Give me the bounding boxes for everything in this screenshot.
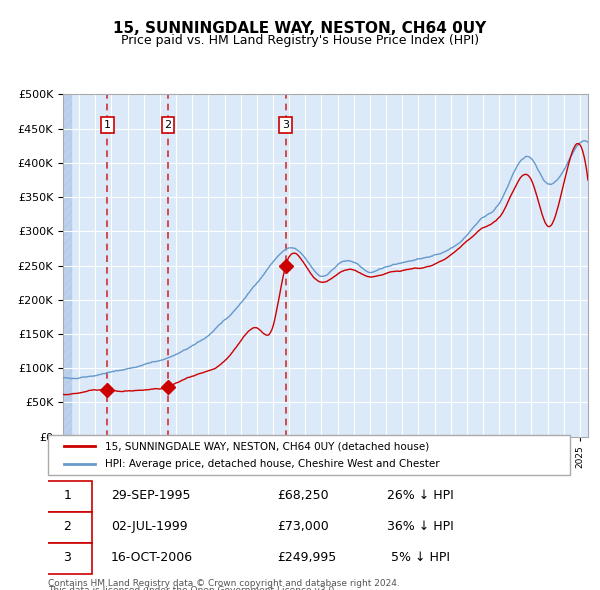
Text: 3: 3 bbox=[282, 120, 289, 130]
FancyBboxPatch shape bbox=[48, 435, 570, 475]
Text: £249,995: £249,995 bbox=[278, 551, 337, 564]
FancyBboxPatch shape bbox=[43, 512, 92, 543]
Text: 02-JUL-1999: 02-JUL-1999 bbox=[110, 520, 187, 533]
Text: Price paid vs. HM Land Registry's House Price Index (HPI): Price paid vs. HM Land Registry's House … bbox=[121, 34, 479, 47]
Text: £68,250: £68,250 bbox=[278, 489, 329, 502]
FancyBboxPatch shape bbox=[43, 543, 92, 574]
Text: 26% ↓ HPI: 26% ↓ HPI bbox=[388, 489, 454, 502]
Text: 36% ↓ HPI: 36% ↓ HPI bbox=[388, 520, 454, 533]
Text: Contains HM Land Registry data © Crown copyright and database right 2024.: Contains HM Land Registry data © Crown c… bbox=[48, 579, 400, 588]
Text: 1: 1 bbox=[104, 120, 111, 130]
Text: 2: 2 bbox=[64, 520, 71, 533]
Bar bbox=[63, 94, 71, 437]
Text: 2: 2 bbox=[164, 120, 172, 130]
Text: 5% ↓ HPI: 5% ↓ HPI bbox=[388, 551, 450, 564]
Text: This data is licensed under the Open Government Licence v3.0.: This data is licensed under the Open Gov… bbox=[48, 586, 337, 590]
Text: 15, SUNNINGDALE WAY, NESTON, CH64 0UY: 15, SUNNINGDALE WAY, NESTON, CH64 0UY bbox=[113, 21, 487, 35]
Text: 3: 3 bbox=[64, 551, 71, 564]
Text: 29-SEP-1995: 29-SEP-1995 bbox=[110, 489, 190, 502]
FancyBboxPatch shape bbox=[43, 481, 92, 512]
Text: 1: 1 bbox=[64, 489, 71, 502]
Text: HPI: Average price, detached house, Cheshire West and Chester: HPI: Average price, detached house, Ches… bbox=[106, 458, 440, 468]
Text: 15, SUNNINGDALE WAY, NESTON, CH64 0UY (detached house): 15, SUNNINGDALE WAY, NESTON, CH64 0UY (d… bbox=[106, 441, 430, 451]
Text: £73,000: £73,000 bbox=[278, 520, 329, 533]
Text: 16-OCT-2006: 16-OCT-2006 bbox=[110, 551, 193, 564]
